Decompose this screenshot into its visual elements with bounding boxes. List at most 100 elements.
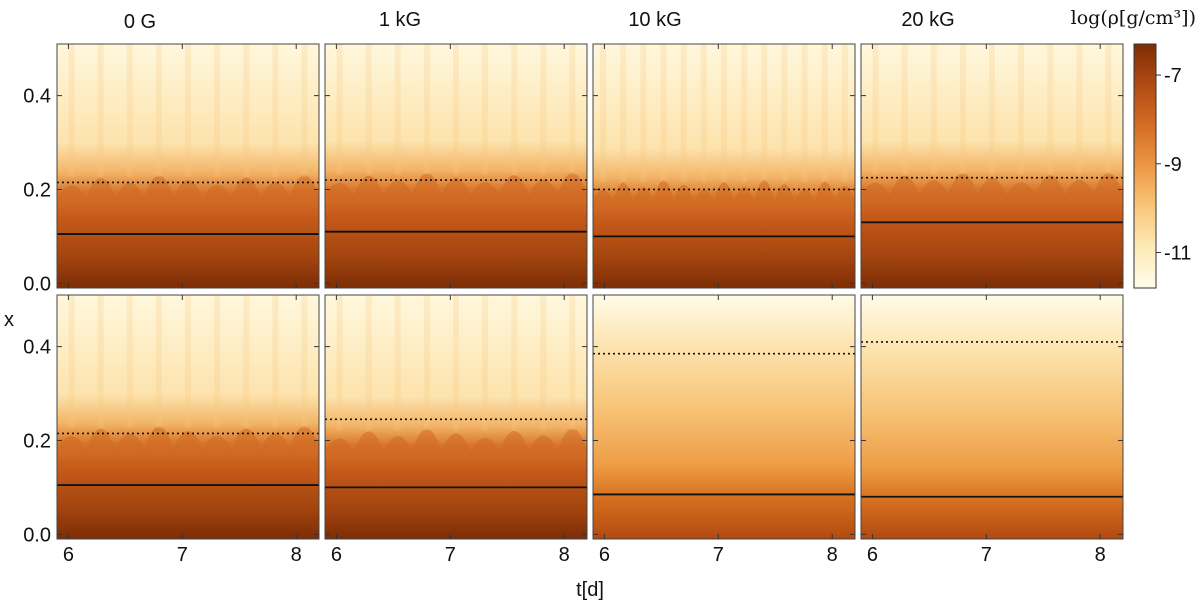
plume-streak [600,44,607,182]
convective-plume [171,180,205,202]
plume-streak [741,44,748,182]
convective-plume [288,426,319,453]
y-tick-label: 0.0 [23,273,51,295]
x-tick-label: 8 [827,544,838,566]
plume-streak [821,44,828,182]
plume-streak [511,44,518,175]
panel-frame [860,294,1124,540]
plume-streak [453,295,459,431]
panel-0-0: 0.0 0.2 0.4 [23,43,320,295]
plume-streak [336,295,343,431]
plume-streak [872,44,879,175]
plume-streak [243,295,250,429]
convective-plume [288,175,319,202]
heatmap-field [593,44,855,288]
convective-plume [171,431,205,453]
colorbar-tick-label: -7 [1164,65,1182,87]
panel-frame [56,43,320,289]
colorbar-tick-label: -11 [1164,243,1191,265]
convective-plume [946,173,979,199]
panel-0-1 [324,43,588,289]
plume-streak [700,44,707,182]
convective-plume [84,429,117,453]
x-tick-label: 7 [981,544,992,566]
panel-frame [860,43,1124,289]
x-tick-label: 6 [599,544,610,566]
heatmap-field [57,44,319,288]
plume-streak [569,295,576,431]
convective-plume [1063,179,1096,199]
panel-1-1: 6 7 8 [324,294,588,566]
plume-streak [243,44,250,178]
plume-streak [423,295,430,431]
convective-plume [439,433,473,455]
y-axis-label: x [4,309,14,331]
x-tick-label: 7 [713,544,724,566]
convective-plume [469,437,502,455]
plume-streak [540,295,547,431]
convective-plume [84,178,117,202]
heatmap-field [593,295,855,539]
plume-streak [781,44,788,182]
plume-streak [841,44,848,182]
convective-plume [352,175,385,199]
plume-streak [640,44,647,182]
convective-plume [352,431,385,455]
convective-plume [230,177,263,202]
plume-streak [930,44,937,175]
plume-streak [721,44,727,182]
plume-streak [1047,44,1054,175]
convective-plume [733,186,756,206]
y-tick-label: 0.2 [23,430,51,452]
convective-plume [527,179,560,199]
plume-streak [761,44,768,182]
plume-streak [1105,44,1112,175]
panel-1-3: 6 7 8 [860,294,1124,566]
heatmap-field [325,44,587,288]
plume-streak [482,44,489,175]
convective-plume [692,189,715,206]
plume-streak [155,44,162,178]
x-tick-label: 8 [559,544,570,566]
convective-plume [469,182,502,199]
panel-1-0: 0.0 0.2 0.4 6 7 8 [23,294,320,566]
x-tick-label: 8 [291,544,302,566]
convective-plume [712,182,736,206]
plume-streak [214,295,221,429]
convective-plume [410,173,443,199]
convective-plume [1092,172,1123,199]
plume-streak [365,44,372,175]
heatmap-field [861,295,1123,539]
convective-plume [498,430,531,455]
convective-plume [888,175,921,199]
heatmap-field [325,295,587,539]
plume-streak [394,44,401,175]
panel-frame [592,294,856,540]
convective-plume [556,428,587,455]
plume-streak [126,44,133,178]
convective-plume [556,172,587,199]
convective-plume [527,435,560,455]
x-axis-label: t[d] [576,579,604,601]
convective-plume [813,181,836,206]
x-tick-label: 8 [1095,544,1106,566]
colorbar-title: log(ρ[g/cm³]) [1071,7,1196,29]
convective-plume [325,438,356,455]
plume-streak [301,295,308,429]
plume-streak [989,44,995,175]
column-title-0: 0 G [124,11,156,33]
convective-plume [917,180,950,199]
plume-streak [272,44,279,178]
column-title-3: 20 kG [901,9,954,31]
convective-plume [593,189,615,206]
plume-streak [214,44,221,178]
convective-plume [753,179,776,206]
x-tick-label: 7 [177,544,188,566]
x-tick-label: 6 [867,544,878,566]
plume-streak [680,44,687,182]
column-title-2: 10 kG [628,9,681,31]
convective-plume [57,436,88,453]
plume-streak [185,295,191,429]
y-tick-label: 0.2 [23,179,51,201]
plume-streak [540,44,547,175]
